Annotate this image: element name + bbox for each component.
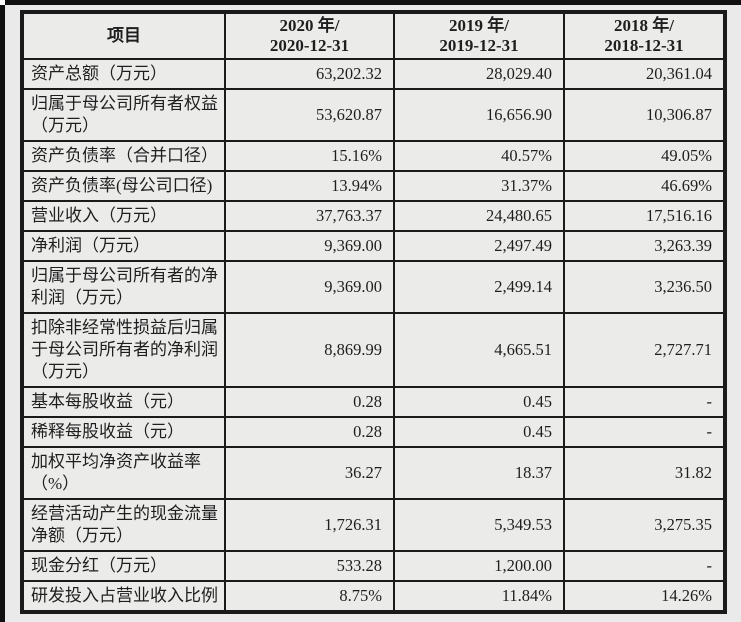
table-row: 基本每股收益（元） 0.28 0.45 -	[21, 386, 726, 418]
table-row: 现金分红（万元） 533.28 1,200.00 -	[21, 550, 726, 582]
value-cell-2019: 4,665.51	[393, 312, 565, 388]
table-row: 资产负债率(母公司口径) 13.94% 31.37% 46.69%	[21, 170, 726, 202]
value-cell-2020: 1,726.31	[224, 498, 395, 552]
item-cell: 基本每股收益（元）	[21, 386, 226, 418]
item-cell: 现金分红（万元）	[21, 550, 226, 582]
table-body: 资产总额（万元） 63,202.32 28,029.40 20,361.04 归…	[21, 58, 726, 613]
value-cell-2018: 10,306.87	[563, 88, 726, 142]
value-cell-2018: 3,275.35	[563, 498, 726, 552]
value-cell-2020: 53,620.87	[224, 88, 395, 142]
table-row: 扣除非经常性损益后归属于母公司所有者的净利润（万元） 8,869.99 4,66…	[21, 312, 726, 388]
value-cell-2020: 36.27	[224, 446, 395, 500]
value-cell-2019: 5,349.53	[393, 498, 565, 552]
item-cell: 加权平均净资产收益率（%）	[21, 446, 226, 500]
value-cell-2018: 3,236.50	[563, 260, 726, 314]
item-cell: 经营活动产生的现金流量净额（万元）	[21, 498, 226, 552]
header-year-2019: 2019 年/ 2019-12-31	[393, 11, 565, 60]
value-cell-2019: 2,497.49	[393, 230, 565, 262]
item-cell: 稀释每股收益（元）	[21, 416, 226, 448]
table-row: 资产负债率（合并口径） 15.16% 40.57% 49.05%	[21, 140, 726, 172]
value-cell-2019: 0.45	[393, 416, 565, 448]
table-row: 资产总额（万元） 63,202.32 28,029.40 20,361.04	[21, 58, 726, 90]
item-cell: 资产负债率（合并口径）	[21, 140, 226, 172]
value-cell-2020: 13.94%	[224, 170, 395, 202]
value-cell-2020: 8.75%	[224, 580, 395, 613]
value-cell-2020: 9,369.00	[224, 230, 395, 262]
header-year-2020-line1: 2020 年/	[279, 16, 340, 35]
value-cell-2018: 14.26%	[563, 580, 726, 613]
value-cell-2019: 2,499.14	[393, 260, 565, 314]
value-cell-2019: 16,656.90	[393, 88, 565, 142]
value-cell-2018: 49.05%	[563, 140, 726, 172]
value-cell-2020: 533.28	[224, 550, 395, 582]
value-cell-2018: 2,727.71	[563, 312, 726, 388]
value-cell-2018: 31.82	[563, 446, 726, 500]
item-cell: 资产负债率(母公司口径)	[21, 170, 226, 202]
value-cell-2018: 46.69%	[563, 170, 726, 202]
value-cell-2019: 1,200.00	[393, 550, 565, 582]
header-item-column: 项目	[21, 11, 226, 60]
value-cell-2019: 24,480.65	[393, 200, 565, 232]
table-row: 稀释每股收益（元） 0.28 0.45 -	[21, 416, 726, 448]
value-cell-2018: 20,361.04	[563, 58, 726, 90]
header-year-2019-line1: 2019 年/	[449, 16, 509, 35]
table-row: 归属于母公司所有者权益（万元） 53,620.87 16,656.90 10,3…	[21, 88, 726, 142]
value-cell-2020: 0.28	[224, 386, 395, 418]
value-cell-2018: -	[563, 386, 726, 418]
header-year-2019-line2: 2019-12-31	[439, 36, 519, 55]
header-row: 项目 2020 年/ 2020-12-31 2019 年/ 2019-12-31…	[21, 11, 726, 60]
item-cell: 净利润（万元）	[21, 230, 226, 262]
value-cell-2019: 40.57%	[393, 140, 565, 172]
table-row: 归属于母公司所有者的净利润（万元） 9,369.00 2,499.14 3,23…	[21, 260, 726, 314]
value-cell-2019: 0.45	[393, 386, 565, 418]
value-cell-2019: 18.37	[393, 446, 565, 500]
header-year-2020-line2: 2020-12-31	[269, 36, 350, 55]
value-cell-2018: 17,516.16	[563, 200, 726, 232]
header-year-2018-line2: 2018-12-31	[604, 36, 684, 55]
item-cell: 资产总额（万元）	[21, 58, 226, 90]
item-cell: 归属于母公司所有者权益（万元）	[21, 88, 226, 142]
item-cell: 营业收入（万元）	[21, 200, 226, 232]
value-cell-2019: 28,029.40	[393, 58, 565, 90]
table-row: 净利润（万元） 9,369.00 2,497.49 3,263.39	[21, 230, 726, 262]
table-row: 营业收入（万元） 37,763.37 24,480.65 17,516.16	[21, 200, 726, 232]
header-year-2018: 2018 年/ 2018-12-31	[563, 11, 726, 60]
value-cell-2018: -	[563, 416, 726, 448]
page-border-left	[0, 0, 5, 622]
table-row: 研发投入占营业收入比例 8.75% 11.84% 14.26%	[21, 580, 726, 613]
table-header: 项目 2020 年/ 2020-12-31 2019 年/ 2019-12-31…	[21, 11, 726, 60]
header-year-2018-line1: 2018 年/	[614, 16, 674, 35]
value-cell-2020: 15.16%	[224, 140, 395, 172]
financial-summary-table: 项目 2020 年/ 2020-12-31 2019 年/ 2019-12-31…	[20, 10, 727, 614]
value-cell-2020: 9,369.00	[224, 260, 395, 314]
page-corner-notch	[0, 0, 5, 5]
item-cell: 研发投入占营业收入比例	[21, 580, 226, 613]
item-cell: 归属于母公司所有者的净利润（万元）	[21, 260, 226, 314]
page-border-top	[0, 0, 741, 5]
value-cell-2020: 37,763.37	[224, 200, 395, 232]
table-row: 经营活动产生的现金流量净额（万元） 1,726.31 5,349.53 3,27…	[21, 498, 726, 552]
value-cell-2018: -	[563, 550, 726, 582]
value-cell-2018: 3,263.39	[563, 230, 726, 262]
value-cell-2020: 63,202.32	[224, 58, 395, 90]
value-cell-2020: 0.28	[224, 416, 395, 448]
table-row: 加权平均净资产收益率（%） 36.27 18.37 31.82	[21, 446, 726, 500]
item-cell: 扣除非经常性损益后归属于母公司所有者的净利润（万元）	[21, 312, 226, 388]
value-cell-2020: 8,869.99	[224, 312, 395, 388]
value-cell-2019: 31.37%	[393, 170, 565, 202]
value-cell-2019: 11.84%	[393, 580, 565, 613]
header-year-2020: 2020 年/ 2020-12-31	[224, 11, 395, 60]
